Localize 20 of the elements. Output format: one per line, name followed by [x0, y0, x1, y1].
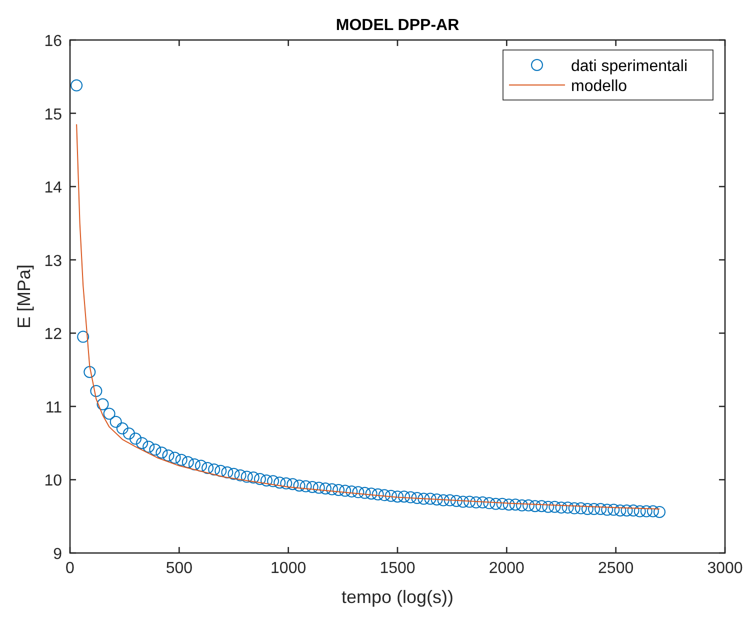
y-tick-label: 14 [44, 180, 62, 197]
y-tick-label: 11 [45, 399, 62, 416]
x-tick-label: 0 [66, 560, 75, 577]
y-tick-label: 13 [44, 252, 62, 270]
x-tick-label: 2000 [488, 560, 525, 577]
legend-label: dati sperimentali [571, 58, 688, 75]
x-tick-label: 1500 [380, 560, 416, 577]
y-axis-title: E [MPa] [14, 264, 34, 329]
x-tick-label: 500 [166, 560, 193, 577]
y-tick-label: 16 [44, 33, 62, 50]
x-tick-label: 2500 [598, 560, 634, 577]
y-tick-label: 10 [44, 472, 62, 490]
x-axis-title: tempo (log(s)) [341, 587, 454, 607]
y-tick-label: 12 [44, 326, 62, 344]
legend-label: modello [571, 78, 628, 95]
x-tick-label: 3000 [707, 560, 743, 577]
y-tick-label: 9 [53, 546, 62, 563]
y-tick-label: 15 [44, 106, 62, 124]
x-tick-label: 1000 [270, 560, 306, 577]
chart-title: MODEL DPP-AR [336, 17, 460, 34]
